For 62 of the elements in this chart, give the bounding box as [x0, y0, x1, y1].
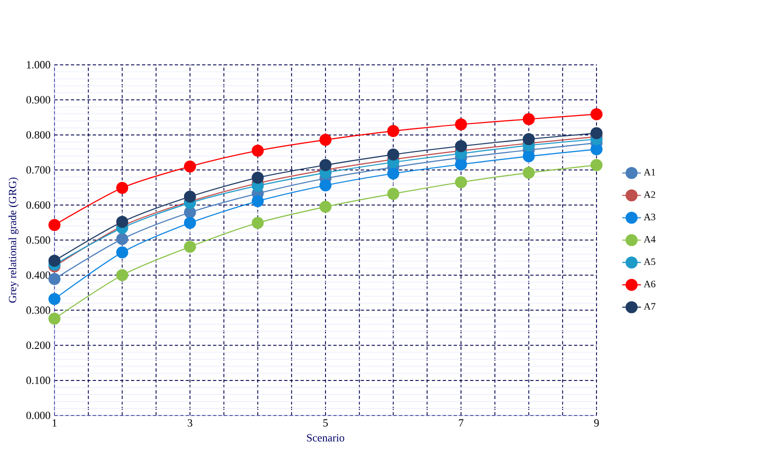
point: [522, 112, 535, 125]
y-tick-label: 1.000: [26, 60, 50, 68]
y-tick-label: 0.400: [26, 271, 50, 279]
point: [319, 179, 332, 192]
point: [590, 126, 603, 139]
point: [319, 200, 332, 213]
legend-label: A1: [644, 168, 656, 176]
y-tick-label: 0.600: [26, 201, 50, 209]
point: [116, 268, 128, 281]
point: [116, 182, 128, 194]
x-axis-title: Scenario: [307, 434, 344, 442]
point: [387, 188, 400, 200]
point: [454, 118, 468, 130]
point: [454, 158, 468, 170]
legend-label: A3: [644, 213, 656, 220]
point: [184, 160, 196, 172]
y-tick-label: 0.500: [26, 236, 50, 244]
legend-label: A4: [644, 236, 656, 242]
x-tick-label: 3: [188, 419, 192, 426]
y-axis-title: Grey relational grade (GRG): [8, 177, 18, 302]
point: [319, 158, 332, 171]
point: [48, 292, 60, 305]
point: [48, 254, 60, 267]
point: [454, 140, 468, 152]
y-tick-label: 0.800: [26, 130, 50, 138]
point: [184, 240, 196, 253]
legend-label: A5: [644, 258, 656, 265]
legend-label: A6: [644, 280, 656, 288]
point: [116, 246, 128, 258]
x-tick-label: 7: [458, 419, 464, 426]
point: [116, 232, 128, 245]
point: [387, 167, 400, 180]
point: [590, 143, 603, 156]
point: [387, 124, 400, 137]
legend-label: A2: [644, 191, 656, 198]
point: [184, 216, 196, 229]
point: [48, 312, 60, 324]
x-tick-label: 9: [594, 419, 599, 426]
point: [522, 150, 535, 162]
point: [184, 190, 196, 202]
y-tick-label: 0.100: [26, 376, 50, 384]
y-tick-label: 0.200: [26, 341, 50, 349]
y-tick-label: 0.700: [26, 166, 50, 174]
point: [590, 158, 603, 171]
y-tick-label: 0.000: [26, 412, 50, 419]
point: [116, 216, 128, 228]
point: [48, 218, 60, 231]
point: [590, 108, 603, 120]
y-tick-label: 0.900: [26, 96, 50, 104]
point: [319, 134, 332, 146]
point: [252, 216, 264, 229]
point: [252, 144, 264, 156]
x-tick-label: 1: [52, 419, 57, 426]
point: [454, 176, 468, 188]
point: [252, 171, 264, 184]
x-tick-label: 5: [323, 419, 328, 426]
point: [252, 194, 264, 207]
y-tick-label: 0.300: [26, 306, 50, 314]
point: [522, 132, 535, 145]
legend-label: A7: [644, 302, 656, 310]
point: [522, 166, 535, 179]
point: [387, 148, 400, 160]
